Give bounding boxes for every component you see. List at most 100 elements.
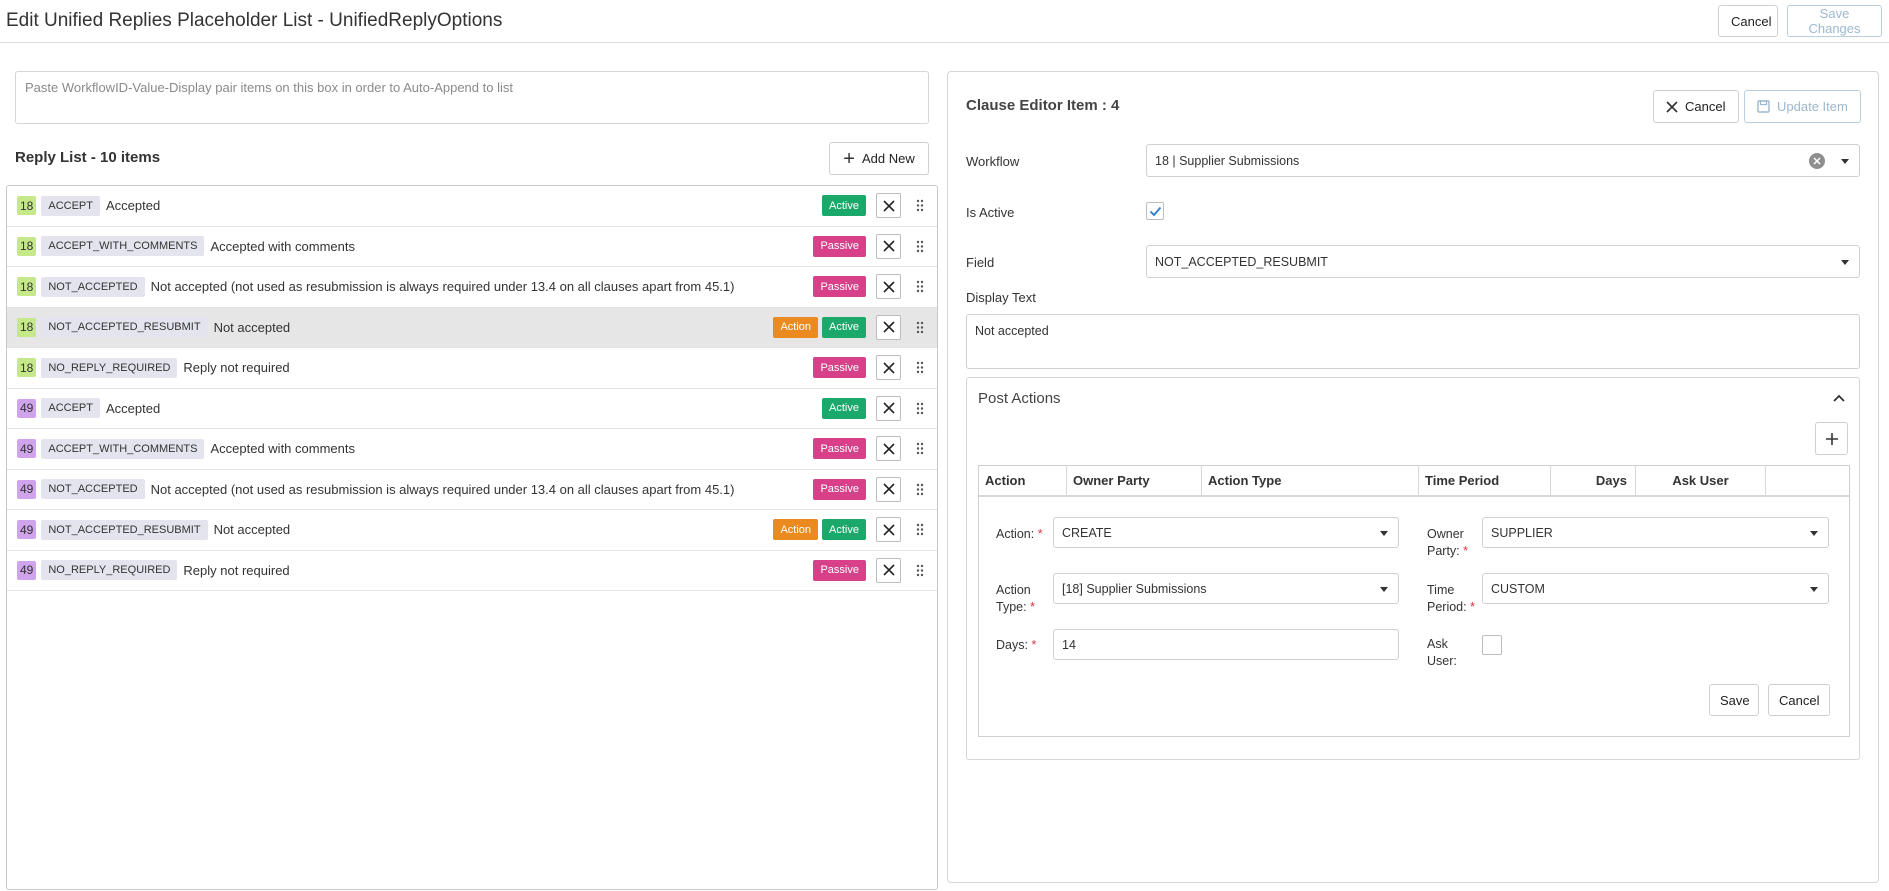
field-label: Field [966,255,995,270]
drag-handle[interactable] [911,396,929,421]
reply-list: 18 ACCEPT Accepted Active 18 ACCEPT_WITH_COMM… [6,185,938,890]
update-item-button[interactable]: Update Item [1744,90,1861,123]
time-period-select[interactable]: CUSTOM [1482,573,1829,604]
remove-row-button[interactable] [876,274,901,300]
value-code-tag: NOT_ACCEPTED [41,276,145,297]
reply-list-row[interactable]: 49 NOT_ACCEPTED Not accepted (not used as … [7,469,937,510]
reply-list-row[interactable]: 18 NO_REPLY_REQUIRED Reply not required Pas… [7,348,937,389]
value-code-tag: NOT_ACCEPTED_RESUBMIT [41,317,208,338]
column-owner-party[interactable]: Owner Party [1067,466,1202,495]
reply-list-row[interactable]: 49 ACCEPT_WITH_COMMENTS Accepted with comm… [7,429,937,470]
close-icon [882,200,895,212]
reply-list-row[interactable]: 49 ACCEPT Accepted Active [7,388,937,429]
drag-handle[interactable] [911,315,929,340]
drag-handle[interactable] [911,477,929,502]
remove-row-button[interactable] [876,395,901,421]
drag-handle-icon [916,483,924,495]
workflow-select[interactable]: 18 | Supplier Submissions [1146,144,1860,177]
post-action-save-button[interactable]: Save [1709,684,1759,716]
reply-list-row[interactable]: 18 NOT_ACCEPTED Not accepted (not used as … [7,267,937,308]
reply-list-row[interactable]: 49 NO_REPLY_REQUIRED Reply not required Pas… [7,550,937,591]
row-controls: Passive [813,429,929,469]
post-action-cancel-button[interactable]: Cancel [1768,684,1830,716]
remove-row-button[interactable] [876,193,901,219]
drag-handle-icon [916,564,924,576]
drag-handle[interactable] [911,234,929,259]
drag-handle-icon [916,443,924,455]
is-active-checkbox[interactable] [1146,202,1164,220]
chevron-up-icon[interactable] [1831,390,1847,406]
header-cancel-button[interactable]: Cancel [1718,5,1778,37]
page-title: Edit Unified Replies Placeholder List - … [6,10,503,31]
column-action[interactable]: Action [979,466,1067,495]
reply-list-row[interactable]: 18 ACCEPT_WITH_COMMENTS Accepted with comm… [7,226,937,267]
post-actions-title: Post Actions [978,390,1061,407]
remove-row-button[interactable] [876,355,901,381]
chevron-down-icon [1380,531,1388,536]
column-action-type[interactable]: Action Type [1202,466,1419,495]
remove-row-button[interactable] [876,314,901,340]
row-controls: Action Active [773,510,929,550]
days-input[interactable]: 14 [1053,629,1399,660]
owner-party-select[interactable]: SUPPLIER [1482,517,1829,548]
ask-user-checkbox[interactable] [1482,635,1502,655]
plus-icon: + [843,147,855,170]
display-text: Accepted with comments [210,441,355,457]
drag-handle[interactable] [911,517,929,542]
active-badge: Active [822,519,866,541]
chevron-down-icon [1380,587,1388,592]
save-changes-button[interactable]: Save Changes [1787,5,1882,37]
add-post-action-button[interactable] [1815,422,1848,455]
action-select[interactable]: CREATE [1053,517,1399,548]
drag-handle[interactable] [911,558,929,583]
display-text: Accepted with comments [210,238,355,254]
remove-row-button[interactable] [876,476,901,502]
reply-list-row[interactable]: 18 ACCEPT Accepted Active [7,186,937,227]
display-text: Reply not required [183,562,290,578]
remove-row-button[interactable] [876,233,901,259]
chevron-down-icon [1810,531,1818,536]
display-text-input[interactable]: Not accepted [966,314,1860,369]
column-time-period[interactable]: Time Period [1419,466,1551,495]
workflow-id-badge: 18 [17,196,37,216]
workflow-id-badge: 49 [17,560,37,580]
remove-row-button[interactable] [876,517,901,543]
close-icon [882,240,895,252]
workflow-value: 18 | Supplier Submissions [1155,153,1300,168]
value-code-tag: ACCEPT_WITH_COMMENTS [41,438,205,459]
value-code-tag: ACCEPT [41,398,100,419]
row-controls: Passive [813,348,929,388]
remove-row-button[interactable] [876,436,901,462]
drag-handle-icon [916,362,924,374]
remove-row-button[interactable] [876,557,901,583]
clear-icon[interactable] [1809,153,1825,169]
workflow-id-badge: 49 [17,398,37,418]
value-code-tag: NOT_ACCEPTED [41,479,145,500]
paste-items-input[interactable] [15,71,929,124]
clause-editor-title: Clause Editor Item : 4 [966,97,1120,114]
field-select[interactable]: NOT_ACCEPTED_RESUBMIT [1146,245,1860,278]
drag-handle[interactable] [911,436,929,461]
display-text-label: Display Text [966,290,1036,305]
ask-user-field-label: Ask User: [1427,637,1457,668]
row-controls: Active [822,389,929,429]
value-code-tag: ACCEPT [41,195,100,216]
display-text: Not accepted [213,522,291,538]
editor-cancel-button[interactable]: Cancel [1653,90,1739,123]
reply-list-row[interactable]: 49 NOT_ACCEPTED_RESUBMIT Not accepted Actio… [7,510,937,551]
close-icon [882,281,895,293]
page-header: Edit Unified Replies Placeholder List - … [0,0,1889,43]
reply-list-row[interactable]: 18 NOT_ACCEPTED_RESUBMIT Not accepted Actio… [7,307,937,348]
drag-handle[interactable] [911,274,929,299]
drag-handle[interactable] [911,355,929,380]
drag-handle[interactable] [911,193,929,218]
owner-party-field-label: Owner Party: * [1427,527,1469,558]
close-icon [882,483,895,495]
add-new-button[interactable]: + Add New [829,142,929,175]
days-field-label: Days: * [996,638,1037,652]
column-ask-user[interactable]: Ask User [1636,466,1766,495]
column-days[interactable]: Days [1551,466,1636,495]
field-value: NOT_ACCEPTED_RESUBMIT [1155,254,1328,269]
action-type-select[interactable]: [18] Supplier Submissions [1053,573,1399,604]
active-badge: Active [822,195,866,217]
